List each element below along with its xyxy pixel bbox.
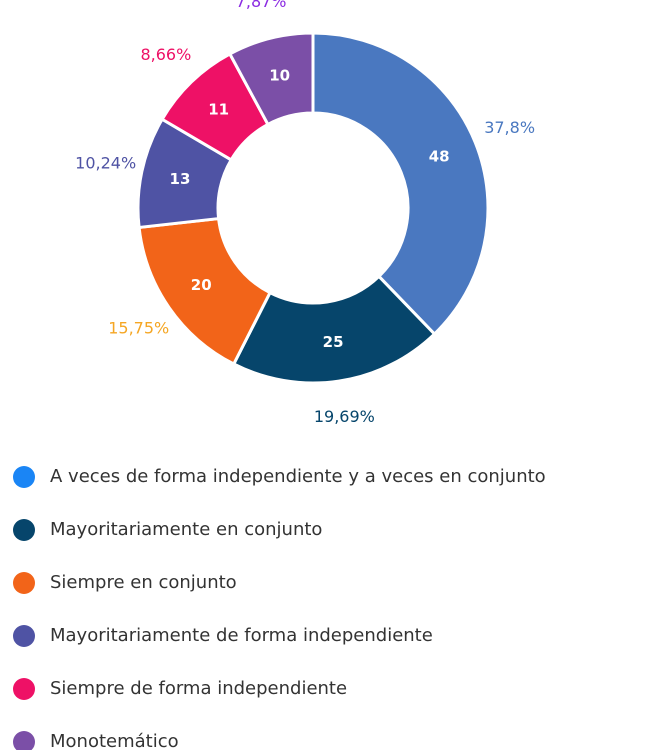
legend-label: Siempre de forma independiente bbox=[50, 678, 347, 699]
percent-label: 8,66% bbox=[140, 45, 191, 64]
percent-label: 15,75% bbox=[108, 318, 169, 337]
legend-marker bbox=[13, 731, 35, 750]
legend-label: A veces de forma independiente y a veces… bbox=[50, 466, 546, 487]
legend-label: Monotemático bbox=[50, 731, 179, 750]
percent-label: 19,69% bbox=[314, 407, 375, 426]
slice bbox=[311, 31, 490, 337]
legend-marker bbox=[13, 466, 35, 488]
legend-label: Mayoritariamente de forma independiente bbox=[50, 625, 433, 646]
value-label: 10 bbox=[269, 67, 290, 85]
percent-label: 10,24% bbox=[75, 153, 136, 172]
value-label: 13 bbox=[170, 170, 191, 188]
legend-marker bbox=[13, 572, 35, 594]
legend-marker bbox=[13, 519, 35, 541]
value-label: 11 bbox=[208, 101, 229, 119]
legend-label: Siempre en conjunto bbox=[50, 572, 237, 593]
value-label: 25 bbox=[323, 333, 344, 351]
legend-label: Mayoritariamente en conjunto bbox=[50, 519, 322, 540]
percent-label: 7,87% bbox=[236, 0, 287, 11]
percent-label: 37,8% bbox=[484, 118, 535, 137]
slice bbox=[231, 274, 437, 385]
value-label: 48 bbox=[429, 148, 450, 166]
legend-marker bbox=[13, 625, 35, 647]
legend-marker bbox=[13, 678, 35, 700]
slice bbox=[227, 31, 315, 127]
value-label: 20 bbox=[191, 276, 212, 294]
